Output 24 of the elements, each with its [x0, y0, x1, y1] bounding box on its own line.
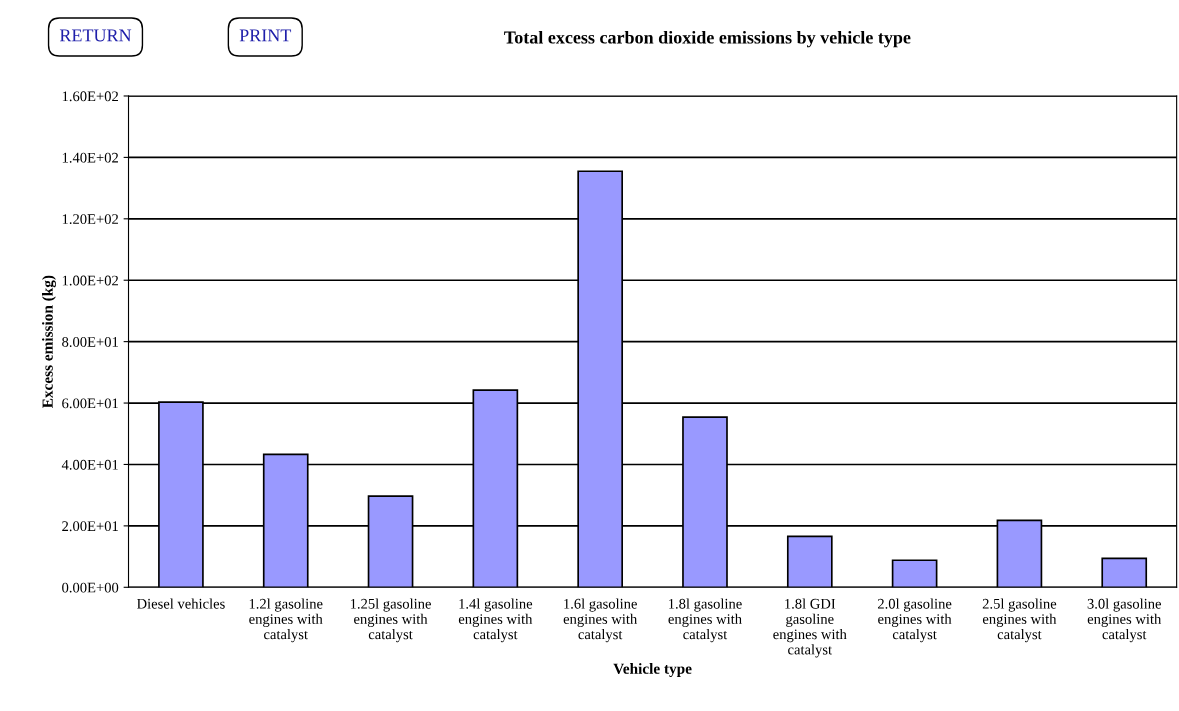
x-axis-title: Vehicle type [613, 663, 692, 677]
y-tick-label: 1.40E+02 [62, 152, 118, 163]
x-tick-label: 1.25l gasoline engines with catalyst [350, 598, 431, 643]
y-tick-label: 4.00E+01 [61, 459, 118, 470]
y-tick-label: 1.00E+02 [62, 275, 118, 286]
y-tick-label: 6.00E+01 [62, 398, 118, 409]
x-tick-label: 2.5l gasoline engines with catalyst [982, 598, 1057, 643]
chart-title: Total excess carbon dioxide emissions by vehicle type [504, 30, 911, 48]
y-tick-label: 8.00E+01 [62, 337, 118, 347]
x-tick-label: 1.4l gasoline engines with catalyst [458, 598, 533, 643]
x-tick-label: 1.6l gasoline engines with catalyst [563, 598, 638, 643]
x-tick-label: 1.8l GDI gasoline engines with catalyst [773, 598, 847, 658]
y-tick-label: 0.00E+00 [62, 582, 119, 593]
text: PRINT [239, 29, 292, 42]
y-tick-label: 2.00E+01 [62, 521, 118, 532]
y-tick-label: 1.60E+02 [62, 91, 118, 102]
text: RETURN [59, 29, 132, 42]
x-tick-label: 3.0l gasoline engines with catalyst [1087, 598, 1162, 643]
y-axis-title: Excess emission (kg) [42, 275, 56, 408]
y-tick-label: 1.20E+02 [62, 214, 118, 225]
x-tick-label: 2.0l gasoline engines with catalyst [877, 598, 952, 643]
x-tick-label: 1.8l gasoline engines with catalyst [668, 598, 742, 643]
x-tick-label: Diesel vehicles [136, 598, 225, 609]
x-tick-label: 1.2l gasoline engines with catalyst [249, 598, 323, 643]
